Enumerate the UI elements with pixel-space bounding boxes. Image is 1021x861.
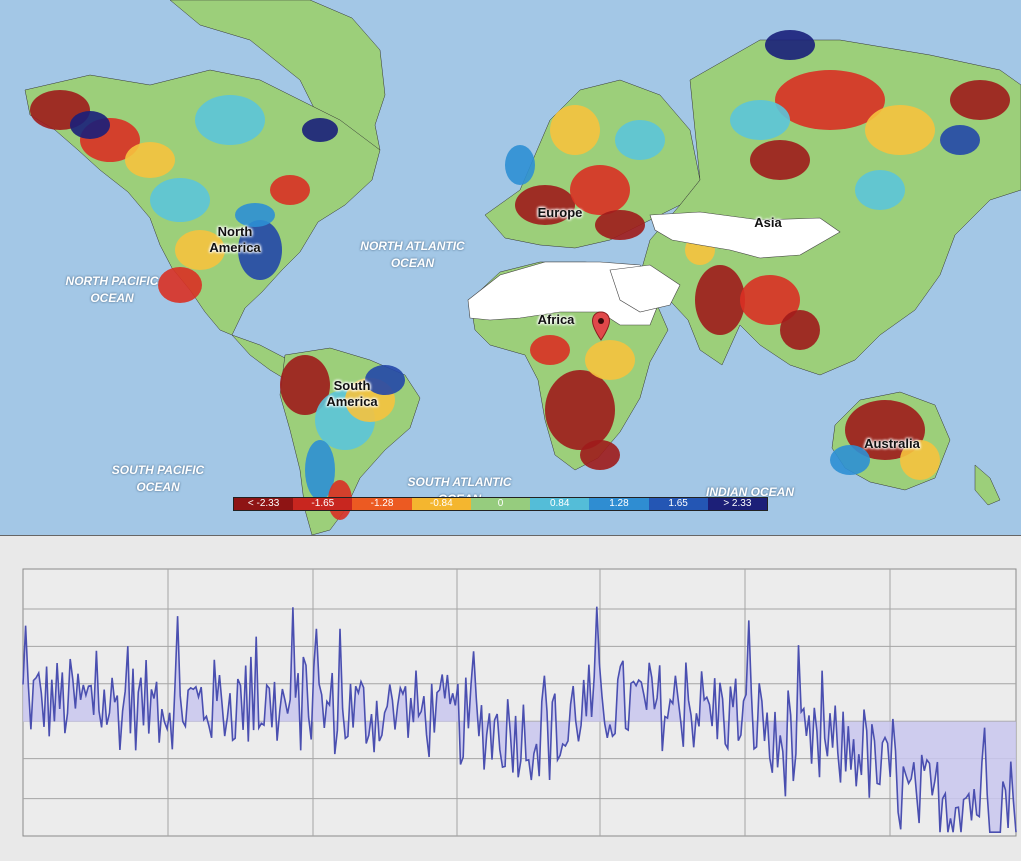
precip-anomaly-patch	[175, 230, 225, 270]
continent-label-south-america: South America	[312, 378, 392, 410]
precip-anomaly-patch	[235, 203, 275, 227]
precip-anomaly-patch	[615, 120, 665, 160]
precip-anomaly-patch	[550, 105, 600, 155]
continent-label-australia: Australia	[852, 436, 932, 452]
ocean-label-line: INDIAN OCEAN	[705, 485, 794, 499]
ocean-label-north-pacific: NORTH PACIFIC OCEAN	[52, 273, 172, 307]
legend-swatch: 0.84	[530, 498, 590, 510]
ocean-label-indian: INDIAN OCEAN	[690, 484, 810, 501]
continent-label-line: South	[333, 378, 371, 393]
continent-label-asia: Asia	[728, 215, 808, 231]
legend-swatch: -1.65	[293, 498, 353, 510]
continent-label-line: America	[209, 240, 261, 255]
precip-anomaly-patch	[365, 365, 405, 395]
precip-anomaly-patch	[195, 95, 265, 145]
precip-anomaly-patch	[158, 267, 202, 303]
precip-anomaly-patch	[580, 440, 620, 470]
precip-anomaly-patch	[730, 100, 790, 140]
map-canvas[interactable]	[0, 0, 1021, 535]
continent-label-line: America	[326, 394, 378, 409]
precip-anomaly-patch	[900, 440, 940, 480]
precip-anomaly-patch	[940, 125, 980, 155]
continent-label-line: Europe	[537, 205, 583, 220]
precip-anomaly-patch	[780, 310, 820, 350]
precip-anomaly-patch	[765, 30, 815, 60]
continent-label-line: Australia	[864, 436, 920, 451]
legend-swatch: -1.28	[352, 498, 412, 510]
ocean-label-line: SOUTH ATLANTIC	[407, 475, 512, 489]
precip-anomaly-patch	[570, 165, 630, 215]
ocean-label-south-pacific: SOUTH PACIFIC OCEAN	[98, 462, 218, 496]
precip-anomaly-patch	[855, 170, 905, 210]
precip-anomaly-patch	[302, 118, 338, 142]
precip-anomaly-patch	[530, 335, 570, 365]
precip-anomaly-patch	[545, 370, 615, 450]
continent-label-north-america: North America	[195, 224, 275, 256]
arabia-nodata-region	[609, 264, 681, 313]
ocean-label-line: OCEAN	[136, 480, 180, 494]
legend-swatch: 0	[470, 498, 531, 510]
anomaly-area-fill	[23, 606, 1016, 833]
legend-swatch: 1.28	[589, 498, 649, 510]
precip-anomaly-patch	[830, 445, 870, 475]
precip-anomaly-patch	[695, 265, 745, 335]
legend-swatch: > 2.33	[707, 498, 767, 510]
ocean-label-line: OCEAN	[90, 291, 134, 305]
precip-anomaly-patch	[280, 355, 330, 415]
sahara-nodata-region	[467, 261, 661, 326]
panel-divider	[0, 535, 1021, 536]
precip-anomaly-patch	[505, 145, 535, 185]
new-zealand-landmass	[974, 464, 1001, 506]
precip-anomaly-patch	[70, 111, 110, 139]
precip-anomaly-patch	[775, 70, 885, 130]
ocean-label-line: OCEAN	[390, 256, 435, 270]
ocean-label-line: NORTH PACIFIC	[65, 274, 159, 288]
continent-label-europe: Europe	[520, 205, 600, 221]
ocean-label-line: SOUTH PACIFIC	[111, 463, 205, 477]
continent-label-line: North	[217, 224, 253, 239]
precip-anomaly-patch	[125, 142, 175, 178]
precip-anomaly-patch	[595, 210, 645, 240]
continent-label-line: Asia	[754, 215, 782, 230]
legend-swatch: -0.84	[411, 498, 471, 510]
drought-map[interactable]: NORTH PACIFIC OCEAN NORTH ATLANTIC OCEAN…	[0, 0, 1021, 535]
precip-anomaly-patch	[515, 185, 575, 225]
precip-anomaly-patch	[865, 105, 935, 155]
precip-anomaly-patch	[740, 275, 800, 325]
precip-anomaly-patch	[238, 220, 282, 280]
precip-anomaly-patch	[845, 400, 925, 460]
chart-canvas[interactable]	[0, 536, 1021, 861]
color-legend: < -2.33 -1.65 -1.28 -0.84 0 0.84 1.28 1.…	[233, 497, 768, 511]
time-series-chart[interactable]	[0, 536, 1021, 861]
precip-anomaly-patch	[950, 80, 1010, 120]
continent-label-line: Africa	[537, 312, 575, 327]
continent-label-africa: Africa	[516, 312, 596, 328]
precip-anomaly-patch	[585, 340, 635, 380]
anomaly-line	[22, 606, 1017, 833]
ocean-label-line: NORTH ATLANTIC	[360, 239, 465, 253]
ocean-label-north-atlantic: NORTH ATLANTIC OCEAN	[345, 238, 480, 272]
precip-anomaly-patch	[750, 140, 810, 180]
precip-anomaly-patch	[305, 440, 335, 500]
legend-swatch: 1.65	[648, 498, 708, 510]
legend-swatch: < -2.33	[234, 498, 294, 510]
central-asia-nodata-region	[649, 211, 841, 259]
precip-anomaly-patch	[150, 178, 210, 222]
location-pin-icon[interactable]	[591, 311, 611, 341]
precip-anomaly-patch	[270, 175, 310, 205]
